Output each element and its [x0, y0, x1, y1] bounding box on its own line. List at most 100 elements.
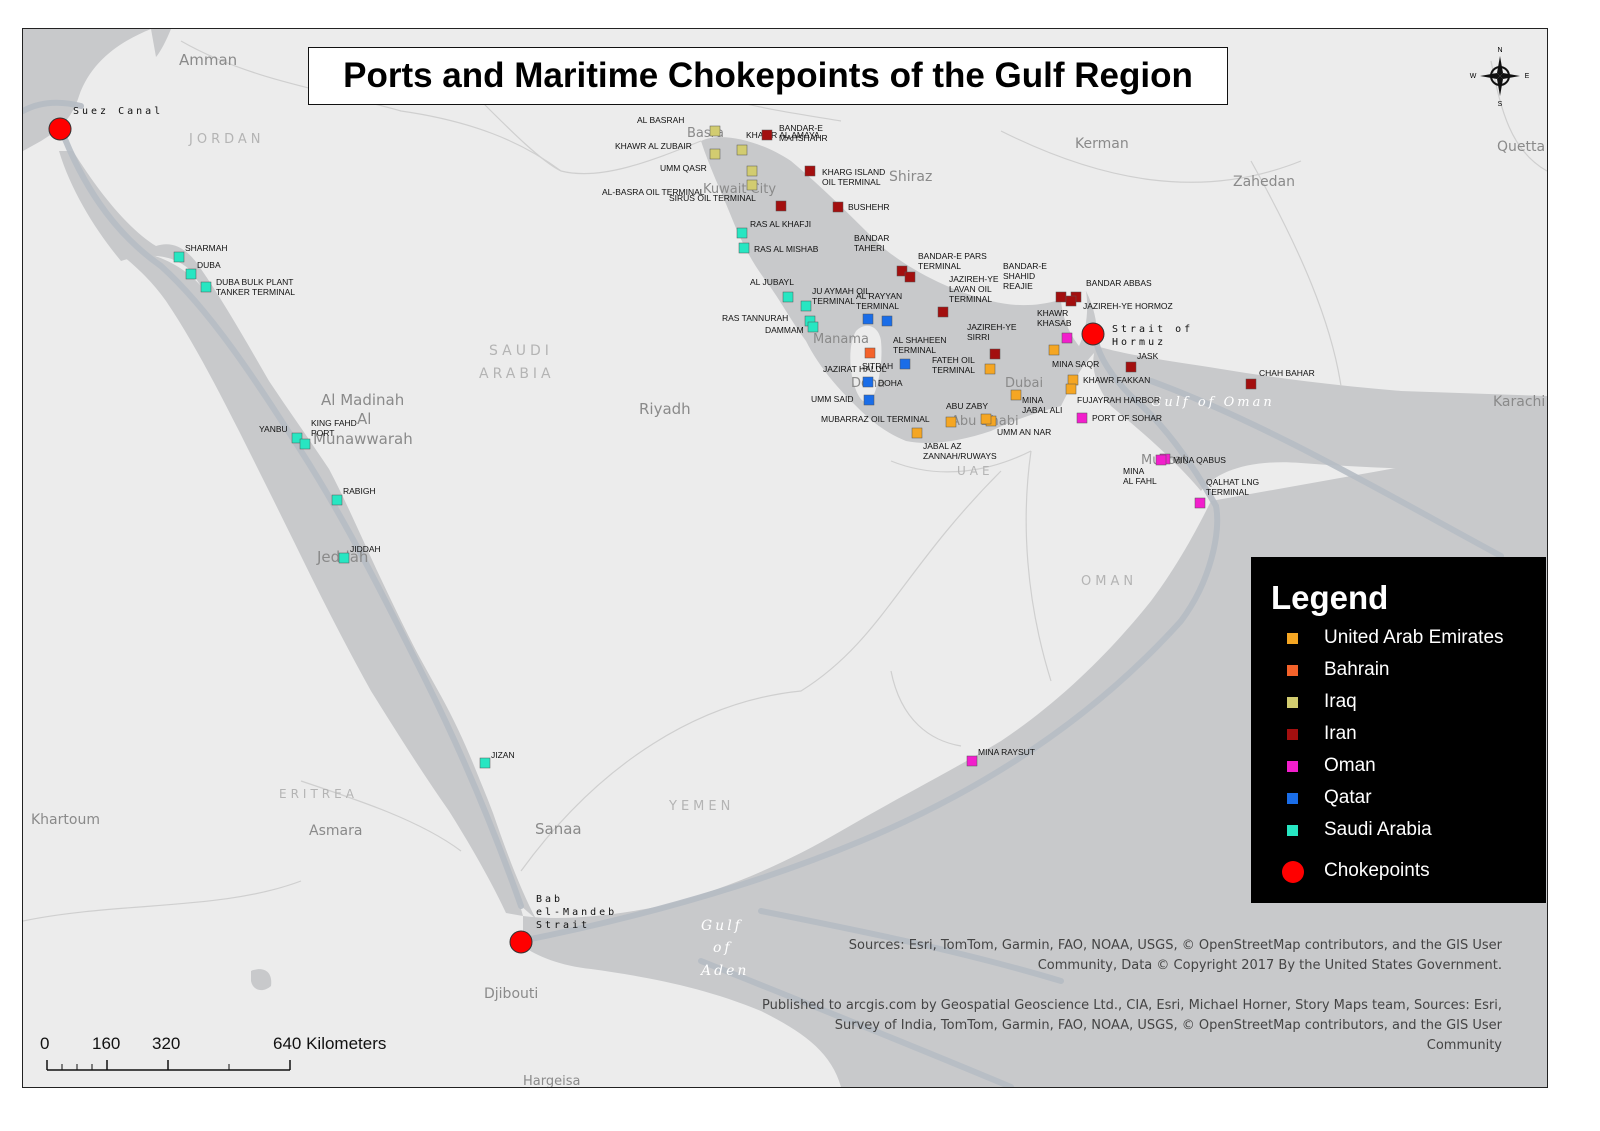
- compass-s: S: [1498, 101, 1503, 108]
- border-12: [480, 100, 562, 172]
- port-marker-king-fahd-port[interactable]: [299, 438, 311, 450]
- port-label-jazireh-ye-hormoz: JAZIREH-YE HORMOZ: [1083, 301, 1173, 311]
- port-marker-al-basra-oil-terminal[interactable]: [746, 179, 758, 191]
- port-label-al-rayyan-terminal: AL RAYYAN TERMINAL: [856, 291, 902, 311]
- scale-bar-line: [46, 1060, 291, 1071]
- compass-w: W: [1470, 73, 1477, 80]
- lane-red-sea: [58, 126, 524, 909]
- compass-east-point: [1500, 73, 1520, 79]
- port-label-sitrah: SITRAH: [862, 361, 893, 371]
- port-marker-al-basrah[interactable]: [709, 125, 721, 137]
- port-label-ras-al-mishab: RAS AL MISHAB: [754, 244, 819, 254]
- place-label-dubai: Dubai: [1005, 376, 1043, 391]
- qatar-peninsula: [850, 325, 882, 403]
- map-frame[interactable]: Amman JORDAN SAUDI ARABIA Riyadh Al Madinah Al…: [22, 28, 1548, 1088]
- legend-item-oman: Oman: [1251, 753, 1546, 781]
- port-marker-jiddah[interactable]: [338, 552, 350, 564]
- sources-text: Sources: Esri, TomTom, Garmin, FAO, NOAA…: [848, 938, 1502, 973]
- port-label-mina-qabus: MINA QABUS: [1173, 455, 1226, 465]
- port-marker-doha[interactable]: [862, 376, 874, 388]
- port-marker-mina-raysut[interactable]: [966, 755, 978, 767]
- gulf-of-oman: [1093, 346, 1547, 491]
- port-marker-jazirat-halul[interactable]: [899, 358, 911, 370]
- port-marker-al-shaheen-terminal[interactable]: [881, 315, 893, 327]
- port-label-mina-jabal-ali: MINA JABAL ALI: [1022, 395, 1062, 415]
- port-label-fateh-oil-terminal: FATEH OIL TERMINAL: [932, 355, 975, 375]
- port-marker-ras-al-mishab[interactable]: [738, 242, 750, 254]
- port-marker-khawr-al-zubair[interactable]: [709, 148, 721, 160]
- port-label-umm-said: UMM SAID: [811, 394, 854, 404]
- port-marker-jazireh-ye-lavan-oil-terminal[interactable]: [937, 306, 949, 318]
- port-label-kharg-island-oil-terminal: KHARG ISLAND OIL TERMINAL: [822, 167, 885, 187]
- lake: [251, 969, 272, 991]
- port-marker-mina-al-fahl[interactable]: [1155, 454, 1167, 466]
- port-marker-sitrah[interactable]: [864, 347, 876, 359]
- port-marker-fateh-oil-terminal[interactable]: [984, 363, 996, 375]
- place-label-uae: UAE: [957, 464, 994, 478]
- port-marker-chah-bahar[interactable]: [1245, 378, 1257, 390]
- port-label-duba-bulk-plant-tanker-terminal: DUBA BULK PLANT TANKER TERMINAL: [216, 277, 295, 297]
- port-marker-fujayrah-harbor[interactable]: [1065, 383, 1077, 395]
- port-marker-sharmah[interactable]: [173, 251, 185, 263]
- port-marker-duba-bulk-plant-tanker-terminal[interactable]: [200, 281, 212, 293]
- port-label-jabal-az-zannah-ruways: JABAL AZ ZANNAH/RUWAYS: [923, 441, 997, 461]
- port-marker-abu-zaby[interactable]: [980, 413, 992, 425]
- map-canvas[interactable]: Amman JORDAN SAUDI ARABIA Riyadh Al MadinahAl…: [23, 29, 1547, 1087]
- legend-item-iraq: Iraq: [1251, 689, 1546, 717]
- port-label-king-fahd-port: KING FAHD PORT: [311, 418, 357, 438]
- port-marker-kharg-island-oil-terminal[interactable]: [804, 165, 816, 177]
- port-marker-bandar-e-pars-terminal[interactable]: [904, 271, 916, 283]
- port-label-bandar-abbas: BANDAR ABBAS: [1086, 278, 1152, 288]
- port-marker-mubarraz-oil-terminal[interactable]: [945, 416, 957, 428]
- border-3: [520, 470, 1002, 872]
- chokepoint-marker-suez-canal[interactable]: [48, 117, 72, 141]
- scale-tick-320: 320: [152, 1034, 181, 1053]
- persian-gulf: [701, 137, 1098, 443]
- legend-swatch-qatar: [1287, 793, 1298, 804]
- port-marker-mina-saqr[interactable]: [1048, 344, 1060, 356]
- port-marker-jizan[interactable]: [479, 757, 491, 769]
- port-marker-rabigh[interactable]: [331, 494, 343, 506]
- port-marker-bushehr[interactable]: [832, 201, 844, 213]
- port-marker-jask[interactable]: [1125, 361, 1137, 373]
- port-marker-sirus-oil-terminal[interactable]: [775, 200, 787, 212]
- border-7: [300, 780, 462, 852]
- place-label-saudi: SAUDI: [489, 343, 553, 359]
- port-label-port-of-sohar: PORT OF SOHAR: [1092, 413, 1162, 423]
- legend-item-qatar: Qatar: [1251, 785, 1546, 813]
- port-marker-bandar-e-shahid-reajie[interactable]: [1055, 291, 1067, 303]
- place-label-arabia: ARABIA: [479, 366, 555, 382]
- port-marker-khawr-fakkan[interactable]: [1067, 374, 1079, 386]
- port-label-khawr-al-amaya: KHAWR AL AMAYA: [746, 130, 820, 140]
- port-label-mubarraz-oil-terminal: MUBARRAZ OIL TERMINAL: [821, 414, 930, 424]
- chokepoint-marker-bab-el-mandeb-strait[interactable]: [509, 930, 533, 954]
- chokepoint-marker-strait-of-hormuz[interactable]: [1081, 322, 1105, 346]
- port-marker-dammam[interactable]: [807, 321, 819, 333]
- port-marker-khawr-al-amaya[interactable]: [736, 144, 748, 156]
- port-marker-al-rayyan-terminal[interactable]: [862, 313, 874, 325]
- legend-item-chokepoints: Chokepoints: [1251, 858, 1546, 886]
- port-marker-port-of-sohar[interactable]: [1076, 412, 1088, 424]
- port-marker-jazireh-ye-sirri[interactable]: [989, 348, 1001, 360]
- port-label-bandar-taheri: BANDAR TAHERI: [854, 233, 889, 253]
- port-marker-ras-al-khafji[interactable]: [736, 227, 748, 239]
- chokepoints-layer: Suez Canal Strait of Hormuz Bab el-Mandeb Str…: [48, 106, 1190, 954]
- port-marker-umm-qasr[interactable]: [746, 165, 758, 177]
- port-marker-al-jubayl[interactable]: [782, 291, 794, 303]
- port-marker-khawr-khasab[interactable]: [1061, 332, 1073, 344]
- port-marker-duba[interactable]: [185, 268, 197, 280]
- port-marker-bandar-e-mahshahr[interactable]: [761, 129, 773, 141]
- port-marker-bandar-taheri[interactable]: [896, 265, 908, 277]
- port-marker-jabal-az-zannah-ruways[interactable]: [911, 427, 923, 439]
- legend-dot-chokepoint: [1282, 861, 1304, 883]
- port-label-jazirat-halul: JAZIRAT HALUL: [823, 364, 887, 374]
- port-marker-mina-jabal-ali[interactable]: [1010, 389, 1022, 401]
- scale-tick-0: 0: [40, 1034, 50, 1053]
- port-marker-qalhat-lng-terminal[interactable]: [1194, 497, 1206, 509]
- port-marker-ju-aymah-oil-terminal[interactable]: [800, 300, 812, 312]
- port-marker-umm-said[interactable]: [863, 394, 875, 406]
- port-label-mina-saqr: MINA SAQR: [1052, 359, 1099, 369]
- port-marker-yanbu[interactable]: [291, 432, 303, 444]
- port-marker-jazireh-ye-hormoz[interactable]: [1065, 295, 1077, 307]
- port-label-abu-zaby: ABU ZABY: [946, 401, 988, 411]
